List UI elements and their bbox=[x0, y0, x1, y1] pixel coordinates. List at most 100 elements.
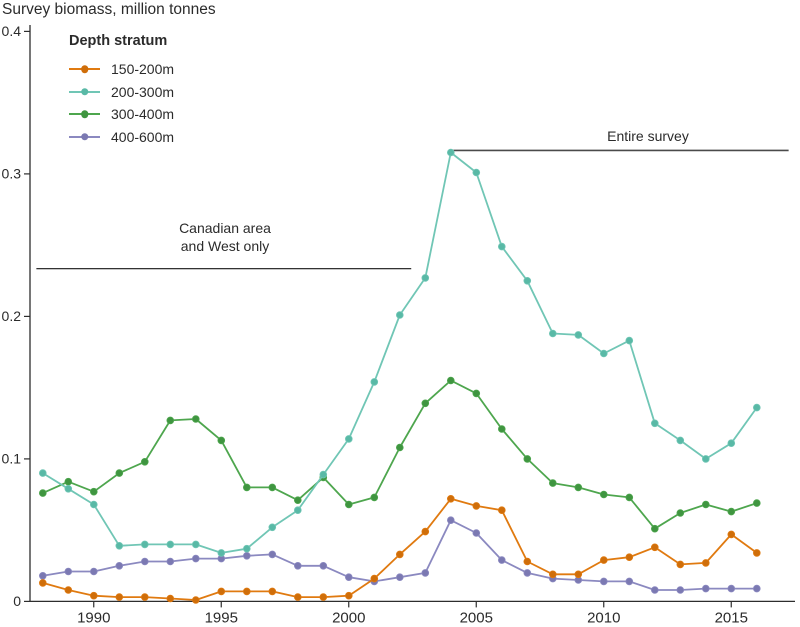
data-point-200-300m-2003 bbox=[421, 274, 430, 282]
data-point-300-400m-2005 bbox=[472, 389, 481, 398]
data-point-300-400m-2011 bbox=[625, 493, 634, 502]
data-point-150-200m-1991 bbox=[115, 593, 124, 601]
data-point-300-400m-2010 bbox=[599, 490, 608, 499]
legend-item-150-200m: 150-200m bbox=[69, 58, 174, 81]
data-point-200-300m-2011 bbox=[625, 336, 634, 345]
data-point-150-200m-1995 bbox=[217, 587, 226, 596]
data-point-150-200m-2016 bbox=[752, 549, 761, 557]
data-point-150-200m-2001 bbox=[370, 574, 379, 583]
data-point-200-300m-2007 bbox=[523, 276, 532, 285]
x-tick-label-2005: 2005 bbox=[460, 609, 493, 626]
data-point-200-300m-1989 bbox=[64, 484, 73, 493]
data-point-200-300m-2015 bbox=[727, 439, 736, 448]
data-point-400-600m-2011 bbox=[625, 577, 634, 586]
data-point-150-200m-2011 bbox=[625, 553, 634, 561]
data-point-200-300m-1991 bbox=[115, 541, 124, 550]
data-point-400-600m-1991 bbox=[115, 561, 124, 570]
data-point-400-600m-1998 bbox=[293, 561, 302, 570]
data-point-300-400m-1998 bbox=[293, 496, 302, 505]
data-point-300-400m-2004 bbox=[446, 376, 455, 385]
data-point-200-300m-2001 bbox=[370, 378, 379, 386]
data-point-300-400m-2002 bbox=[395, 443, 404, 452]
x-tick-label-1995: 1995 bbox=[205, 609, 238, 626]
legend-swatch-icon bbox=[69, 132, 100, 141]
data-point-300-400m-1995 bbox=[217, 436, 226, 445]
data-point-300-400m-2014 bbox=[701, 500, 710, 509]
legend-swatch-icon bbox=[69, 87, 100, 96]
data-point-200-300m-2005 bbox=[472, 168, 481, 177]
data-point-300-400m-1989 bbox=[64, 477, 73, 486]
data-point-400-600m-1988 bbox=[38, 571, 47, 580]
data-point-300-400m-2013 bbox=[676, 509, 685, 517]
data-point-400-600m-2016 bbox=[752, 584, 761, 593]
data-point-200-300m-2002 bbox=[395, 311, 404, 319]
data-point-400-600m-1989 bbox=[64, 567, 73, 576]
data-point-200-300m-1992 bbox=[141, 540, 149, 549]
data-point-300-400m-2012 bbox=[650, 524, 659, 533]
data-point-200-300m-2006 bbox=[497, 242, 506, 251]
data-point-400-600m-1994 bbox=[192, 554, 200, 563]
data-point-400-600m-1999 bbox=[319, 561, 328, 570]
y-tick-label-0.1: 0.1 bbox=[2, 450, 22, 466]
legend-item-400-600m: 400-600m bbox=[69, 126, 174, 149]
data-point-400-600m-1993 bbox=[166, 557, 175, 566]
data-point-150-200m-2006 bbox=[497, 506, 506, 515]
data-point-200-300m-2009 bbox=[574, 331, 583, 339]
data-point-150-200m-1997 bbox=[268, 587, 277, 596]
legend-swatch-icon bbox=[69, 65, 100, 73]
data-point-200-300m-1999 bbox=[319, 470, 328, 479]
legend-marker-dot-icon bbox=[80, 110, 89, 118]
data-point-150-200m-1992 bbox=[141, 593, 149, 601]
data-point-150-200m-2000 bbox=[344, 591, 353, 600]
data-point-300-400m-2007 bbox=[523, 455, 532, 463]
data-point-200-300m-2000 bbox=[344, 435, 353, 443]
data-point-400-600m-2003 bbox=[421, 569, 430, 577]
data-point-200-300m-1996 bbox=[243, 544, 251, 553]
legend-item-label: 400-600m bbox=[111, 128, 175, 145]
data-point-150-200m-2009 bbox=[574, 570, 583, 579]
data-point-200-300m-2012 bbox=[650, 419, 659, 428]
x-tick-label-2015: 2015 bbox=[715, 609, 748, 626]
y-tick-label-0.4: 0.4 bbox=[2, 23, 22, 39]
data-point-400-600m-2000 bbox=[344, 573, 353, 581]
legend-item-label: 300-400m bbox=[111, 106, 175, 123]
data-point-200-300m-2014 bbox=[701, 455, 710, 463]
data-point-200-300m-2016 bbox=[752, 403, 761, 412]
data-point-300-400m-1993 bbox=[166, 416, 175, 425]
data-point-150-200m-2013 bbox=[676, 560, 685, 569]
legend-item-label: 150-200m bbox=[111, 61, 175, 78]
data-point-400-600m-1992 bbox=[141, 557, 149, 566]
series-line-150-200m bbox=[41, 497, 758, 601]
data-point-400-600m-1990 bbox=[90, 567, 98, 576]
data-point-400-600m-2005 bbox=[472, 529, 481, 537]
annotation-canadian-area: Canadian area and West only bbox=[145, 219, 305, 255]
legend-title: Depth stratum bbox=[69, 33, 168, 49]
series-line-300-400m bbox=[41, 379, 758, 530]
data-point-200-300m-1997 bbox=[268, 523, 277, 532]
data-point-150-200m-1993 bbox=[166, 594, 175, 603]
x-tick-label-1990: 1990 bbox=[77, 609, 110, 626]
data-point-400-600m-2012 bbox=[650, 586, 659, 594]
data-point-300-400m-1990 bbox=[90, 487, 98, 496]
data-point-150-200m-1989 bbox=[64, 586, 73, 594]
data-point-400-600m-2007 bbox=[523, 569, 532, 577]
legend-item-label: 200-300m bbox=[111, 83, 175, 100]
data-point-150-200m-2010 bbox=[599, 556, 608, 564]
data-point-300-400m-1994 bbox=[192, 415, 200, 423]
x-tick-label-2000: 2000 bbox=[332, 609, 365, 626]
series-line-200-300m bbox=[41, 151, 758, 554]
chart-title: Survey biomass, million tonnes bbox=[2, 1, 216, 18]
legend: Depth stratum 150-200m 200-300m 300-400m 40… bbox=[69, 33, 174, 148]
data-point-300-400m-1996 bbox=[243, 483, 251, 492]
data-point-200-300m-1993 bbox=[166, 540, 175, 549]
legend-marker-dot-icon bbox=[80, 65, 89, 73]
data-point-150-200m-1996 bbox=[243, 587, 251, 596]
data-point-150-200m-2005 bbox=[472, 502, 481, 510]
y-tick-label-0.3: 0.3 bbox=[2, 165, 22, 181]
data-point-150-200m-2007 bbox=[523, 557, 532, 566]
data-point-300-400m-1992 bbox=[141, 457, 149, 466]
data-point-200-300m-1998 bbox=[293, 506, 302, 515]
legend-marker-dot-icon bbox=[80, 87, 89, 96]
